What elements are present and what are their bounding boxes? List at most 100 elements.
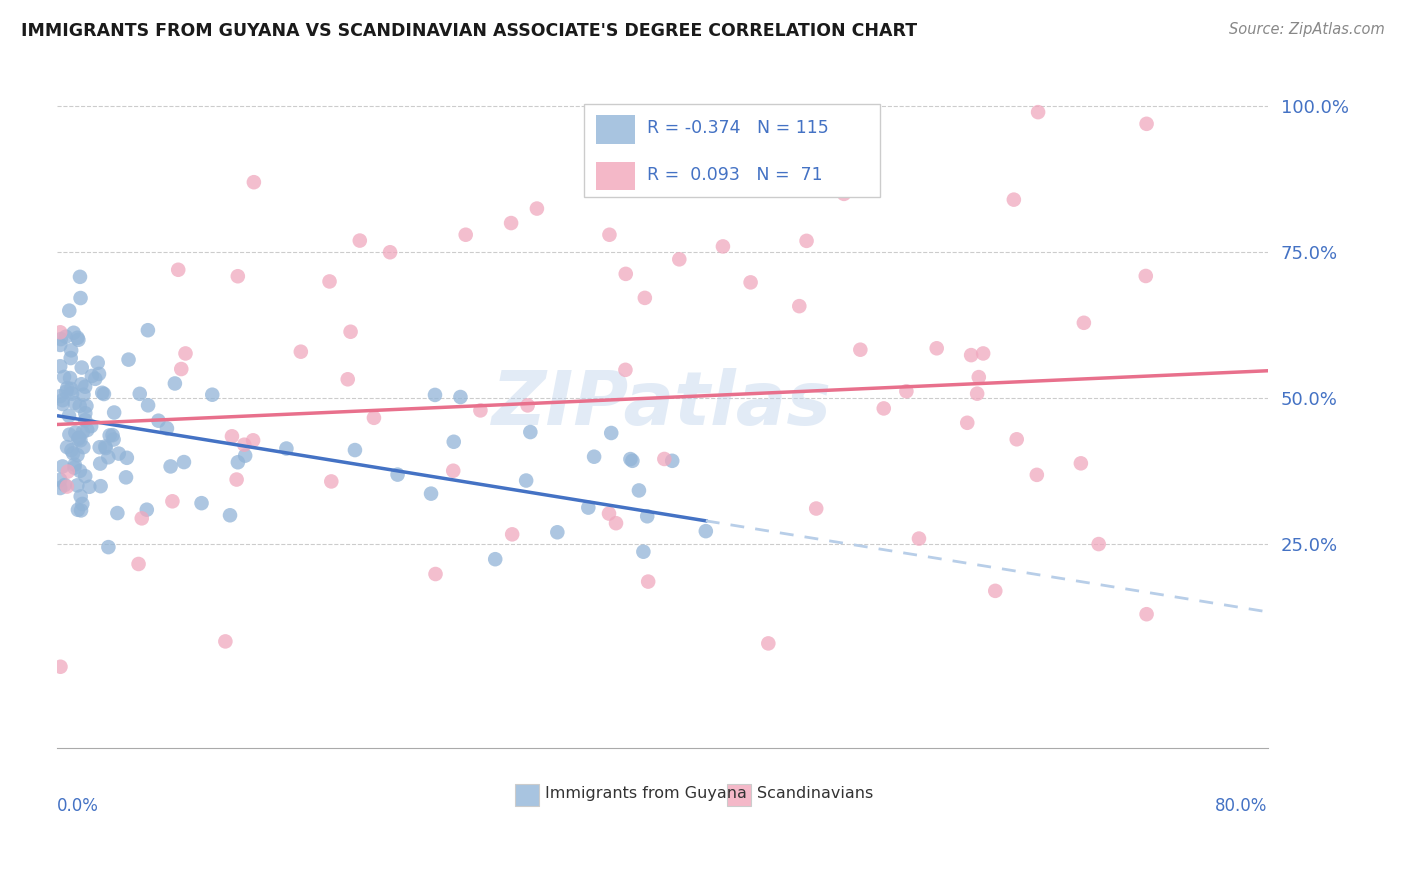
Point [515, 474, 537, 488]
Point [470, 403, 492, 417]
Point [336, 372, 359, 386]
FancyBboxPatch shape [596, 115, 634, 145]
Point [162, 494, 184, 508]
Point [62, 446, 84, 460]
Point [363, 410, 385, 425]
Point [441, 464, 464, 478]
Point [654, 452, 676, 467]
Point [69, 490, 91, 504]
Point [53, 370, 76, 384]
Point [583, 450, 606, 464]
FancyBboxPatch shape [596, 161, 634, 191]
Point [115, 450, 138, 465]
Point [49, 326, 72, 340]
Point [633, 545, 655, 559]
Point [72, 387, 94, 401]
Point [101, 428, 124, 442]
Point [59, 371, 82, 385]
Point [966, 386, 988, 401]
Point [225, 473, 247, 487]
Point [63, 458, 86, 472]
Point [173, 455, 195, 469]
Point [49, 481, 72, 495]
Point [67, 431, 90, 445]
Point [972, 346, 994, 360]
Point [190, 496, 212, 510]
Point [226, 455, 249, 469]
Point [70, 503, 93, 517]
Point [233, 449, 256, 463]
Point [62, 326, 84, 340]
Point [52, 393, 75, 408]
Point [97, 540, 120, 554]
FancyBboxPatch shape [583, 104, 880, 197]
Point [627, 483, 650, 498]
Point [339, 325, 361, 339]
Point [80, 368, 103, 383]
Point [343, 443, 366, 458]
Point [90, 479, 112, 493]
Point [423, 388, 446, 402]
Point [621, 169, 644, 184]
Point [242, 434, 264, 448]
Point [219, 508, 242, 523]
Point [1073, 316, 1095, 330]
Point [75, 413, 97, 427]
Point [484, 552, 506, 566]
Point [519, 425, 541, 439]
Point [1135, 607, 1157, 622]
Point [960, 348, 983, 362]
Point [598, 507, 620, 521]
Point [908, 532, 931, 546]
Point [378, 245, 401, 260]
Text: ZIPatlas: ZIPatlas [492, 368, 832, 441]
Point [1026, 105, 1049, 120]
Text: Scandinavians: Scandinavians [756, 786, 873, 801]
Point [75, 380, 97, 394]
Point [201, 388, 224, 402]
Point [58, 409, 80, 423]
Point [546, 525, 568, 540]
Point [60, 443, 83, 458]
Point [226, 269, 249, 284]
FancyBboxPatch shape [515, 783, 538, 805]
Point [1135, 117, 1157, 131]
Point [66, 331, 89, 345]
Point [80, 419, 103, 434]
Point [387, 467, 409, 482]
Point [806, 501, 828, 516]
Point [75, 406, 97, 420]
Point [1025, 467, 1047, 482]
Point [148, 414, 170, 428]
Point [60, 343, 83, 358]
Point [91, 385, 114, 400]
Point [967, 370, 990, 384]
Point [787, 299, 810, 313]
FancyBboxPatch shape [727, 783, 751, 805]
Point [1002, 193, 1025, 207]
Point [984, 583, 1007, 598]
Point [103, 433, 125, 447]
Point [72, 440, 94, 454]
Point [52, 397, 75, 411]
Point [443, 434, 465, 449]
Text: Immigrants from Guyana: Immigrants from Guyana [546, 786, 747, 801]
Point [501, 527, 523, 541]
Point [103, 405, 125, 419]
Point [233, 438, 256, 452]
Point [163, 376, 186, 391]
Point [636, 509, 658, 524]
Point [65, 425, 87, 440]
Point [243, 175, 266, 189]
Point [94, 440, 117, 454]
Point [619, 452, 641, 467]
Point [695, 524, 717, 538]
Point [661, 454, 683, 468]
Point [70, 377, 93, 392]
Text: IMMIGRANTS FROM GUYANA VS SCANDINAVIAN ASSOCIATE'S DEGREE CORRELATION CHART: IMMIGRANTS FROM GUYANA VS SCANDINAVIAN A… [21, 22, 917, 40]
Point [84, 372, 107, 386]
Point [97, 450, 120, 465]
Point [49, 473, 72, 487]
Point [86, 356, 108, 370]
Point [637, 574, 659, 589]
